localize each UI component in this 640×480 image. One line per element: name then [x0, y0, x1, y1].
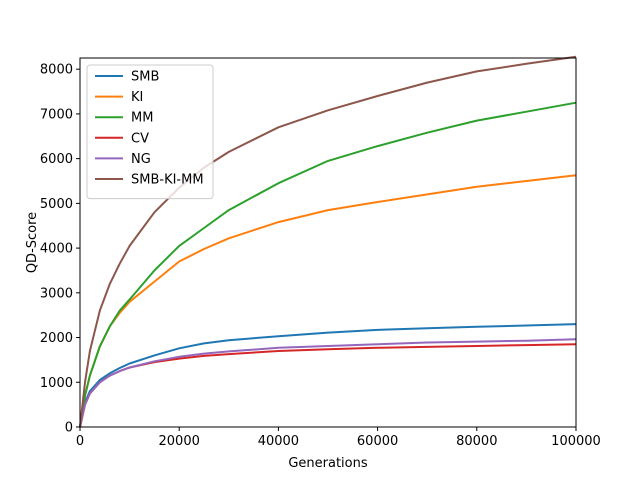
legend-label: MM — [131, 111, 153, 126]
series-line-2 — [79, 101, 577, 428]
legend-label: SMB — [131, 70, 159, 85]
series-line-3 — [79, 343, 577, 428]
x-tick-label: 40000 — [258, 434, 299, 449]
y-tick-label: 6000 — [40, 152, 73, 167]
x-axis-label: Generations — [288, 456, 368, 471]
legend: SMB KI MM CV NG SMB-KI-MM — [86, 64, 214, 200]
legend-label: NG — [131, 152, 151, 167]
y-tick-label: 5000 — [40, 197, 73, 212]
series-line-4 — [79, 338, 577, 428]
plot-frame — [79, 57, 577, 428]
legend-label: SMB-KI-MM — [131, 173, 204, 188]
y-tick-label: 3000 — [40, 286, 73, 301]
y-tick-label: 7000 — [40, 107, 73, 122]
x-tick-label: 80000 — [456, 434, 497, 449]
x-tick-label: 100000 — [551, 434, 601, 449]
y-tick-label: 8000 — [40, 63, 73, 78]
x-tick-label: 20000 — [159, 434, 200, 449]
x-axis: 0 20000 40000 60000 80000 100000 — [76, 427, 601, 449]
y-tick-label: 1000 — [40, 376, 73, 391]
legend-label: CV — [131, 131, 149, 146]
legend-box — [86, 64, 214, 200]
y-tick-label: 4000 — [40, 242, 73, 257]
series-line-0 — [79, 323, 577, 428]
y-tick-label: 2000 — [40, 331, 73, 346]
y-axis-label: QD-Score — [25, 212, 40, 273]
y-axis: 0 1000 2000 3000 4000 5000 6000 7000 8000 — [40, 63, 80, 436]
y-tick-label: 0 — [65, 421, 73, 436]
x-tick-label: 60000 — [357, 434, 398, 449]
legend-label: KI — [131, 90, 143, 105]
x-tick-label: 0 — [76, 434, 84, 449]
